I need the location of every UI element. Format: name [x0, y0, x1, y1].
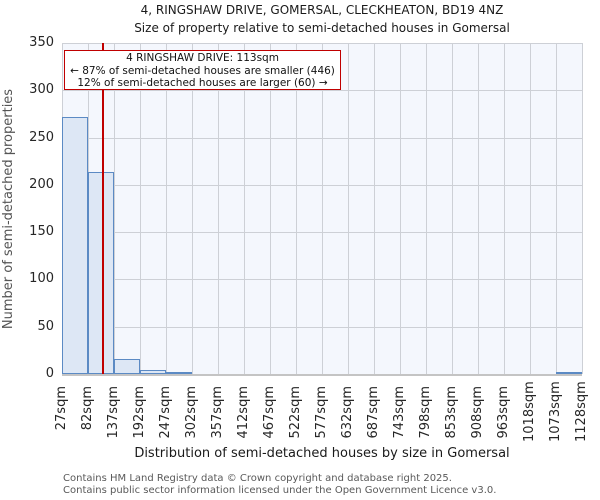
histogram-bar [62, 116, 88, 374]
grid-line-vertical [322, 43, 323, 374]
annotation-line-larger: 12% of semi-detached houses are larger (… [77, 77, 328, 89]
x-tick-label: 357sqm [210, 386, 225, 439]
x-tick-label: 522sqm [288, 386, 303, 439]
y-tick-label: 300 [29, 82, 54, 98]
x-tick-label: 798sqm [418, 386, 433, 439]
grid-line-vertical [426, 43, 427, 374]
x-tick-label: 963sqm [496, 386, 511, 439]
histogram-bar [556, 372, 582, 374]
plot-area [62, 43, 583, 376]
footer-line-2: Contains public sector information licen… [63, 485, 497, 496]
grid-line-vertical [114, 43, 115, 374]
x-tick-label: 908sqm [470, 386, 485, 439]
grid-line-vertical [348, 43, 349, 374]
x-tick-label: 302sqm [184, 386, 199, 439]
histogram-bar [114, 358, 140, 374]
grid-line-vertical [166, 43, 167, 374]
grid-line-vertical [296, 43, 297, 374]
annotation-line-property: 4 RINGSHAW DRIVE: 113sqm [126, 52, 279, 64]
grid-line-vertical [192, 43, 193, 374]
chart-subtitle: Size of property relative to semi-detach… [134, 21, 510, 35]
y-tick-label: 50 [37, 318, 54, 334]
grid-line-vertical [504, 43, 505, 374]
y-tick-label: 150 [29, 224, 54, 240]
grid-line-vertical [270, 43, 271, 374]
y-tick-label: 200 [29, 176, 54, 192]
grid-line-vertical [530, 43, 531, 374]
histogram-bar [140, 370, 166, 374]
y-tick-label: 100 [29, 271, 54, 287]
grid-line-vertical [218, 43, 219, 374]
y-tick-label: 0 [45, 366, 54, 381]
histogram-bar [88, 171, 114, 374]
x-tick-label: 632sqm [340, 386, 355, 439]
grid-line-vertical [556, 43, 557, 374]
grid-line-vertical [140, 43, 141, 374]
annotation-line-smaller: ← 87% of semi-detached houses are smalle… [70, 64, 335, 77]
x-tick-label: 1128sqm [574, 381, 589, 442]
y-tick-label: 250 [29, 129, 54, 145]
x-tick-label: 467sqm [262, 386, 277, 439]
y-tick-label: 350 [29, 35, 54, 50]
property-size-marker-line [101, 43, 104, 374]
grid-line-vertical [452, 43, 453, 374]
footer-line-1: Contains HM Land Registry data © Crown c… [63, 473, 452, 484]
x-tick-label: 82sqm [80, 386, 95, 431]
grid-line-vertical [374, 43, 375, 374]
grid-line-vertical [244, 43, 245, 374]
annotation-box: 4 RINGSHAW DRIVE: 113sqm ← 87% of semi-d… [64, 50, 341, 90]
grid-line-vertical [400, 43, 401, 374]
x-axis-label: Distribution of semi-detached houses by … [134, 446, 510, 461]
x-tick-label: 247sqm [158, 386, 173, 439]
histogram-bar [166, 372, 192, 374]
x-tick-label: 687sqm [366, 386, 381, 439]
x-tick-label: 27sqm [54, 386, 69, 431]
x-tick-label: 1073sqm [548, 381, 563, 442]
x-tick-label: 853sqm [444, 386, 459, 439]
x-tick-label: 192sqm [132, 386, 147, 439]
chart-title: 4, RINGSHAW DRIVE, GOMERSAL, CLECKHEATON… [140, 3, 504, 17]
x-tick-label: 743sqm [392, 386, 407, 439]
x-tick-label: 412sqm [236, 386, 251, 439]
x-tick-label: 1018sqm [522, 381, 537, 442]
grid-line-vertical [478, 43, 479, 374]
x-tick-label: 137sqm [106, 386, 121, 439]
x-tick-label: 577sqm [314, 386, 329, 439]
grid-line-vertical [582, 43, 583, 374]
